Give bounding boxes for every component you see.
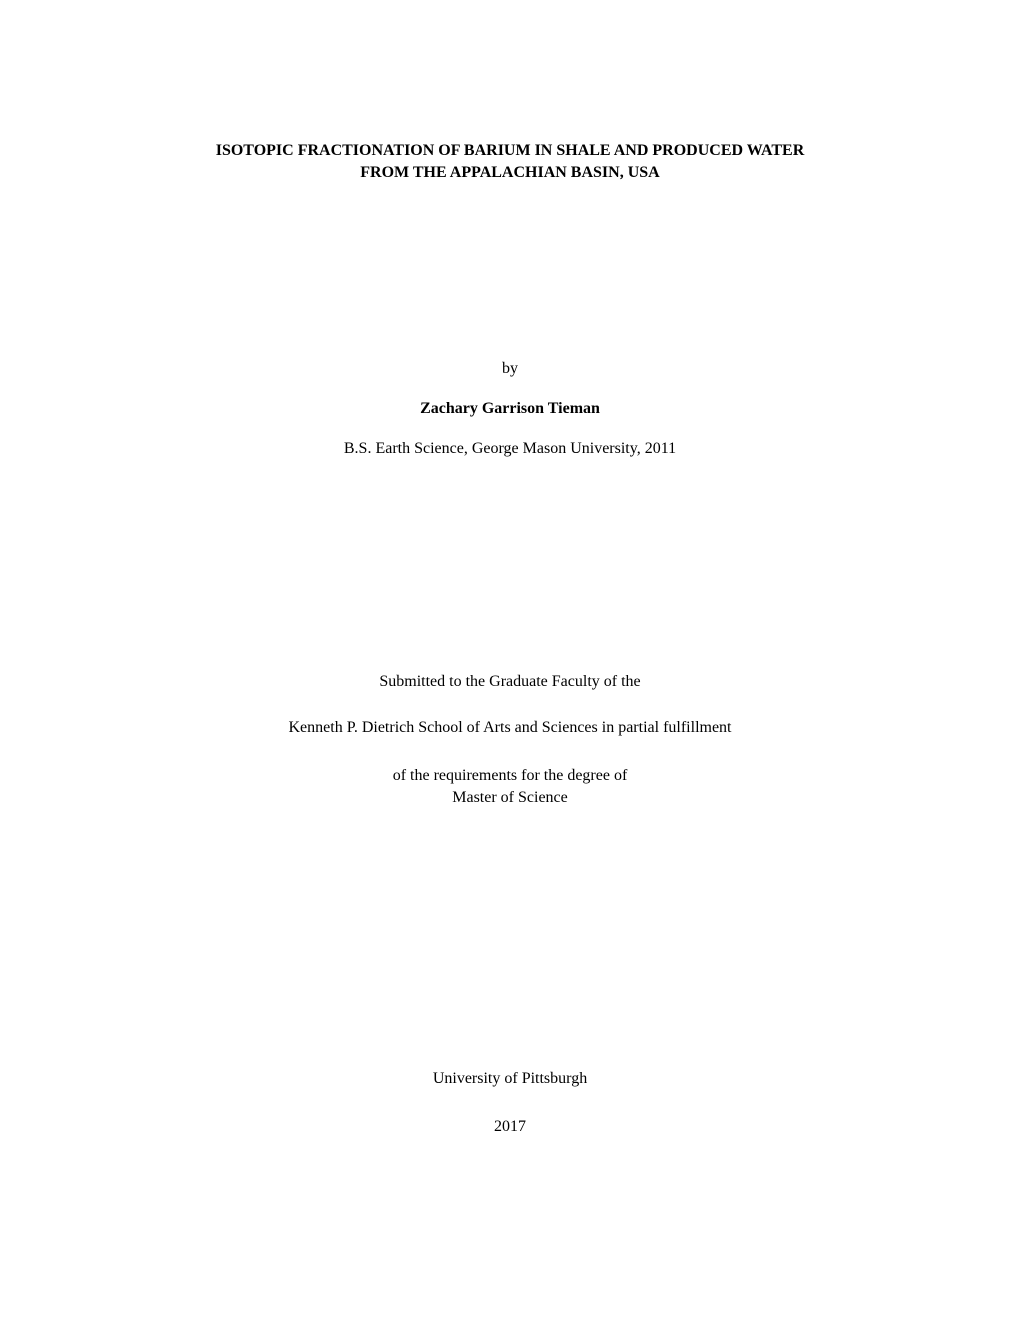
submitted-text: Submitted to the Graduate Faculty of the bbox=[120, 673, 900, 691]
thesis-title: ISOTOPIC FRACTIONATION OF BARIUM IN SHAL… bbox=[120, 140, 900, 185]
author-name: Zachary Garrison Tieman bbox=[120, 400, 900, 418]
title-line-2: FROM THE APPALACHIAN BASIN, USA bbox=[120, 162, 900, 184]
year: 2017 bbox=[120, 1118, 900, 1136]
university-name: University of Pittsburgh bbox=[120, 1070, 900, 1088]
by-label: by bbox=[120, 360, 900, 378]
requirements-line-2: Master of Science bbox=[120, 787, 900, 809]
school-text: Kenneth P. Dietrich School of Arts and S… bbox=[120, 719, 900, 737]
title-line-1: ISOTOPIC FRACTIONATION OF BARIUM IN SHAL… bbox=[120, 140, 900, 162]
requirements-text: of the requirements for the degree of Ma… bbox=[120, 765, 900, 810]
prior-degree: B.S. Earth Science, George Mason Univers… bbox=[120, 440, 900, 458]
requirements-line-1: of the requirements for the degree of bbox=[120, 765, 900, 787]
